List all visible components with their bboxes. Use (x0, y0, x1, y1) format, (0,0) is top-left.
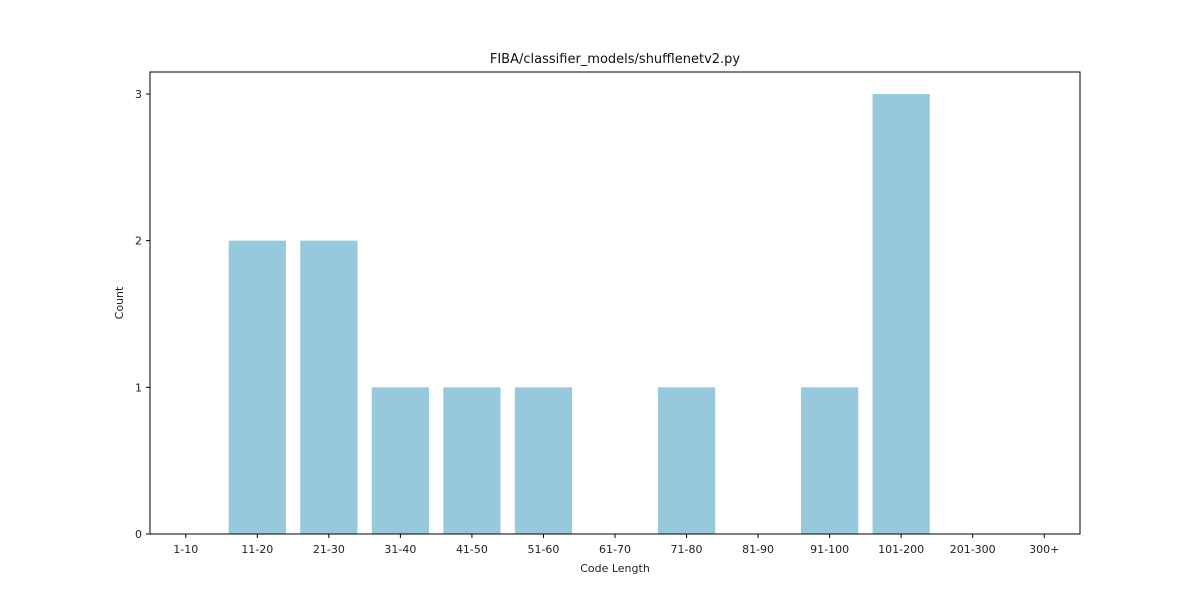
bars-group (228, 94, 930, 534)
bar-11-20 (228, 240, 286, 534)
x-tick-label: 41-50 (456, 543, 488, 556)
x-tick-label: 61-70 (599, 543, 631, 556)
x-tick-label: 201-300 (950, 543, 996, 556)
x-tick-label: 300+ (1029, 543, 1059, 556)
x-tick-label: 81-90 (742, 543, 774, 556)
x-tick-label: 31-40 (384, 543, 416, 556)
bar-41-50 (443, 387, 501, 534)
plot-area-frame (149, 71, 1081, 535)
x-tick-label: 21-30 (313, 543, 345, 556)
y-axis-ticks: 0 1 2 3 (135, 88, 150, 541)
x-tick-label: 11-20 (241, 543, 273, 556)
y-tick-label: 0 (135, 528, 142, 541)
chart-title: FIBA/classifier_models/shufflenetv2.py (490, 52, 741, 67)
x-tick-label: 101-200 (878, 543, 924, 556)
bar-91-100 (801, 387, 859, 534)
x-tick-label: 51-60 (527, 543, 559, 556)
x-tick-label: 71-80 (671, 543, 703, 556)
bar-21-30 (300, 240, 358, 534)
x-tick-label: 91-100 (810, 543, 849, 556)
y-tick-label: 2 (135, 235, 142, 248)
y-tick-label: 1 (135, 381, 142, 394)
y-tick-label: 3 (135, 88, 142, 101)
bar-51-60 (514, 387, 573, 534)
x-axis-label: Code Length (580, 562, 650, 575)
x-axis-ticks: 1-10 11-20 21-30 31-40 41-50 51-60 61-70 71-80 8… (173, 534, 1059, 556)
x-tick-label: 1-10 (173, 543, 198, 556)
y-axis-label: Count (113, 286, 126, 319)
bar-71-80 (657, 387, 716, 534)
bar-101-200 (872, 94, 930, 534)
bar-31-40 (371, 387, 429, 534)
